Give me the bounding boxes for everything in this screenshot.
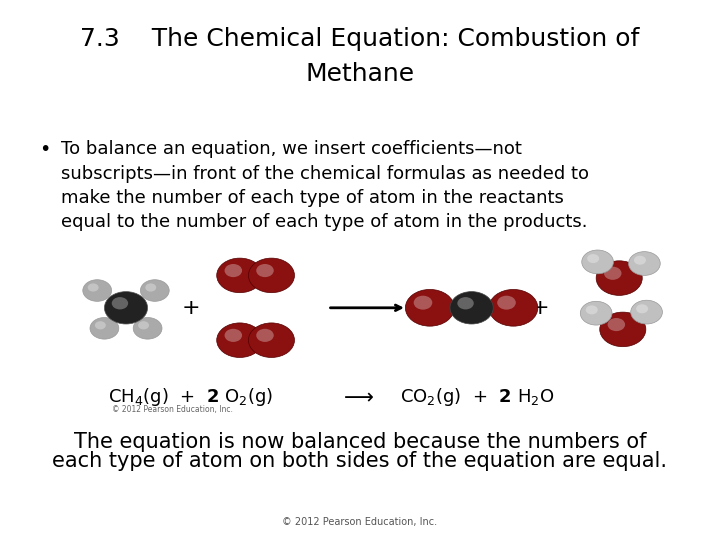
Circle shape	[580, 301, 612, 325]
Circle shape	[90, 318, 119, 339]
Circle shape	[585, 305, 598, 314]
Circle shape	[248, 258, 294, 293]
Circle shape	[248, 323, 294, 357]
Circle shape	[138, 321, 149, 329]
Circle shape	[498, 296, 516, 309]
Circle shape	[217, 258, 263, 293]
Text: The equation is now balanced because the numbers of: The equation is now balanced because the…	[73, 432, 647, 452]
Circle shape	[225, 329, 242, 342]
Circle shape	[450, 292, 493, 324]
Text: +: +	[531, 298, 549, 318]
Circle shape	[457, 297, 474, 309]
Circle shape	[225, 264, 242, 277]
Text: $\mathrm{CH_4(g)}$  +  $\mathbf{2}$ $\mathrm{O_2(g)}$: $\mathrm{CH_4(g)}$ + $\mathbf{2}$ $\math…	[108, 386, 274, 408]
Circle shape	[112, 297, 128, 309]
Circle shape	[596, 261, 642, 295]
Circle shape	[636, 304, 648, 313]
Circle shape	[608, 318, 625, 331]
Text: © 2012 Pearson Education, Inc.: © 2012 Pearson Education, Inc.	[112, 405, 233, 414]
Circle shape	[95, 321, 106, 329]
Circle shape	[133, 318, 162, 339]
Text: +: +	[181, 298, 200, 318]
Text: $\mathrm{CO_2(g)}$  +  $\mathbf{2}$ $\mathrm{H_2O}$: $\mathrm{CO_2(g)}$ + $\mathbf{2}$ $\math…	[400, 386, 554, 408]
Circle shape	[582, 250, 613, 274]
Text: each type of atom on both sides of the equation are equal.: each type of atom on both sides of the e…	[53, 451, 667, 471]
Text: •: •	[40, 140, 51, 159]
Text: 7.3    The Chemical Equation: Combustion of: 7.3 The Chemical Equation: Combustion of	[81, 27, 639, 51]
Circle shape	[604, 267, 621, 280]
Circle shape	[629, 252, 660, 275]
Text: © 2012 Pearson Education, Inc.: © 2012 Pearson Education, Inc.	[282, 516, 438, 526]
Circle shape	[145, 284, 156, 292]
Circle shape	[405, 289, 454, 326]
Circle shape	[88, 284, 99, 292]
Circle shape	[217, 323, 263, 357]
Text: To balance an equation, we insert coefficients—not
subscripts—in front of the ch: To balance an equation, we insert coeffi…	[61, 140, 589, 231]
Circle shape	[414, 296, 432, 309]
Circle shape	[631, 300, 662, 324]
Circle shape	[83, 280, 112, 301]
Circle shape	[600, 312, 646, 347]
Circle shape	[140, 280, 169, 301]
Circle shape	[587, 254, 599, 263]
Circle shape	[256, 264, 274, 277]
Circle shape	[104, 292, 148, 324]
Circle shape	[634, 255, 646, 265]
Circle shape	[256, 329, 274, 342]
Text: Methane: Methane	[305, 62, 415, 86]
Circle shape	[489, 289, 538, 326]
Text: $\longrightarrow$: $\longrightarrow$	[339, 386, 374, 406]
